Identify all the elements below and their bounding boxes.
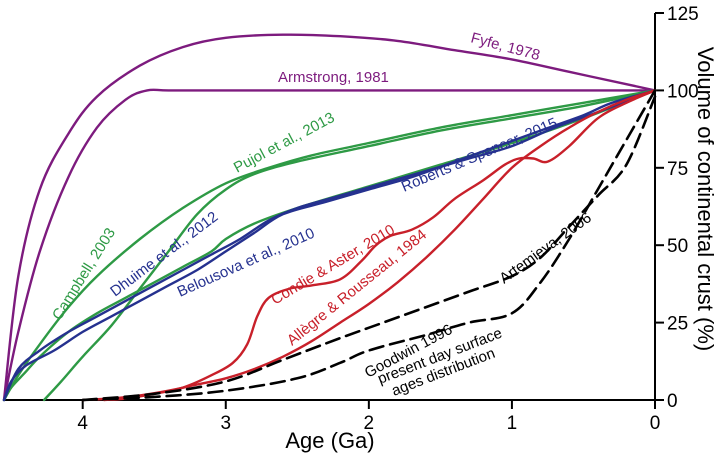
x-tick-label: 2 [364, 413, 375, 434]
y-tick-label: 75 [667, 159, 688, 180]
series-group [2, 33, 657, 402]
series-armstrong-1981 [2, 88, 657, 402]
y-tick-label: 25 [667, 314, 688, 335]
series-goodwin-1996 [81, 89, 657, 402]
curve-label: Campbell, 2003 [49, 225, 119, 323]
y-tick-label: 0 [667, 391, 678, 412]
series-condie-aster-2010 [103, 89, 657, 402]
series-pujol-et-al-2013 [2, 89, 657, 402]
curve-label: Armstrong, 1981 [278, 69, 389, 86]
series-roberts-spencer-2015 [2, 89, 657, 402]
series-fyfe-1978 [2, 33, 657, 402]
x-tick-label: 1 [507, 413, 518, 434]
y-tick-label: 100 [667, 81, 699, 102]
series-belousova-et-al-2010 [2, 89, 657, 402]
y-tick-label: 50 [667, 236, 688, 257]
y-axis-title: Volume of continental crust (%) [693, 47, 718, 351]
series-all-gre-rousseau-1984 [81, 89, 657, 402]
series-artemieva-2006 [81, 95, 657, 402]
x-tick-label: 4 [77, 413, 88, 434]
x-axis-title: Age (Ga) [285, 428, 374, 453]
x-tick-label: 0 [650, 413, 661, 434]
series-campbell-2003 [42, 89, 657, 402]
x-tick-label: 3 [220, 413, 231, 434]
curve-label: Pujol et al., 2013 [231, 109, 338, 176]
y-tick-label: 125 [667, 4, 699, 25]
